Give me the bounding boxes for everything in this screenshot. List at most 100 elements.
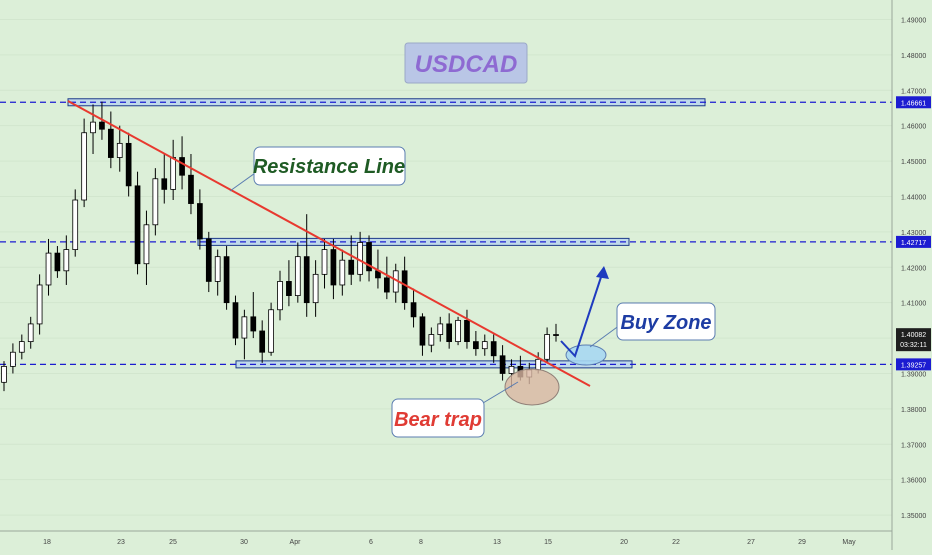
x-tick-label: 25	[169, 539, 177, 546]
y-tick-label: 1.38000	[901, 407, 926, 414]
candle-body	[410, 302, 417, 318]
bear-trap-callout-text: Bear trap	[394, 409, 482, 431]
x-tick-label: 15	[544, 539, 552, 546]
candle-body	[143, 224, 150, 265]
candle-body	[197, 203, 203, 240]
level-price-tag	[896, 96, 931, 109]
candle-body	[125, 142, 132, 187]
candle-body	[232, 302, 239, 339]
candle-body	[366, 242, 372, 272]
candle-body	[473, 341, 479, 350]
y-tick-label: 1.42000	[901, 265, 926, 272]
level-price-label: 1.39257	[901, 362, 926, 369]
buy-zone-callout-pointer	[589, 324, 621, 348]
countdown-label: 03:32:11	[900, 342, 927, 349]
candle-body	[339, 259, 346, 286]
candle-body	[464, 319, 470, 343]
price-axis-background	[892, 0, 932, 550]
candle-body	[286, 281, 292, 296]
resistance-line-group	[67, 100, 591, 387]
candle-body	[116, 142, 123, 158]
bear-trap-ellipse	[504, 368, 560, 406]
candle-body	[214, 256, 221, 282]
candle-body	[1, 365, 7, 383]
resistance-callout-text: Resistance Line	[253, 156, 405, 178]
candle-body	[134, 185, 141, 265]
candle-body	[161, 178, 168, 190]
level-price-tag	[896, 358, 931, 371]
title-box	[404, 42, 528, 84]
current-price-label: 1.40082	[901, 332, 926, 339]
bear-trap-callout	[391, 398, 485, 438]
candle-body	[330, 249, 337, 286]
candle-body	[455, 319, 461, 343]
candle-body	[90, 121, 96, 134]
x-tick-label: 23	[117, 539, 125, 546]
candle-body	[250, 316, 257, 332]
resistance-callout	[253, 146, 406, 186]
candle-body	[205, 238, 212, 282]
x-tick-label: 8	[419, 539, 423, 546]
candle-body	[188, 174, 194, 204]
candle-body	[490, 341, 497, 357]
candle-body	[36, 284, 43, 325]
y-tick-label: 1.45000	[901, 159, 926, 166]
x-tick-label: 30	[240, 539, 248, 546]
x-tick-label: 27	[747, 539, 755, 546]
y-tick-label: 1.44000	[901, 194, 926, 201]
candle-body	[107, 128, 114, 158]
candle-body	[259, 330, 266, 353]
y-tick-label: 1.43000	[901, 230, 926, 237]
y-tick-label: 1.37000	[901, 442, 926, 449]
candle-body	[54, 252, 61, 272]
x-tick-label: 20	[620, 539, 628, 546]
candle-body	[81, 132, 87, 201]
candle-body	[535, 358, 542, 371]
candle-body	[99, 121, 105, 130]
candle-body	[481, 341, 488, 350]
y-tick-label: 1.35000	[901, 513, 926, 520]
candle-body	[241, 316, 248, 339]
candle-body	[45, 252, 52, 286]
chart-title: USDCAD	[415, 51, 518, 78]
candle-body	[277, 281, 283, 311]
y-tick-label: 1.39000	[901, 371, 926, 378]
x-tick-label: 13	[493, 539, 501, 546]
x-tick-label: Apr	[290, 539, 302, 546]
candle-body	[437, 323, 444, 335]
candle-body	[268, 309, 274, 353]
candle-body	[553, 334, 559, 336]
y-tick-label: 1.48000	[901, 53, 926, 60]
candle-body	[321, 249, 328, 275]
candle-body	[27, 323, 34, 343]
x-tick-label: May	[842, 539, 856, 546]
candle-body	[63, 249, 70, 272]
level-price-tag	[896, 235, 931, 248]
y-tick-label: 1.46000	[901, 124, 926, 131]
candle-body	[152, 178, 159, 226]
candle-body	[303, 256, 310, 304]
forecast-arrow-head	[596, 266, 609, 279]
current-price-tag	[896, 328, 931, 352]
candle-body	[357, 242, 363, 275]
candle-body	[223, 256, 230, 304]
candle-body	[508, 365, 515, 374]
x-tick-label: 22	[672, 539, 680, 546]
buy-zone-callout	[616, 302, 716, 341]
dashed-levels	[0, 101, 892, 366]
level-price-label: 1.42717	[901, 240, 926, 247]
candle-body	[419, 316, 426, 346]
buy-zone-callout-text: Buy Zone	[620, 312, 711, 334]
annotations: USDCAD Resistance Line Buy Zone Bear trap	[229, 42, 716, 438]
x-tick-label: 6	[369, 539, 373, 546]
level-price-label: 1.46661	[901, 100, 926, 107]
candle-body	[544, 334, 550, 360]
candle-body	[446, 323, 453, 343]
y-tick-label: 1.49000	[901, 17, 926, 24]
candle-body	[499, 355, 506, 374]
candle-body	[312, 273, 319, 304]
y-tick-label: 1.36000	[901, 478, 926, 485]
candle-body	[179, 157, 185, 176]
